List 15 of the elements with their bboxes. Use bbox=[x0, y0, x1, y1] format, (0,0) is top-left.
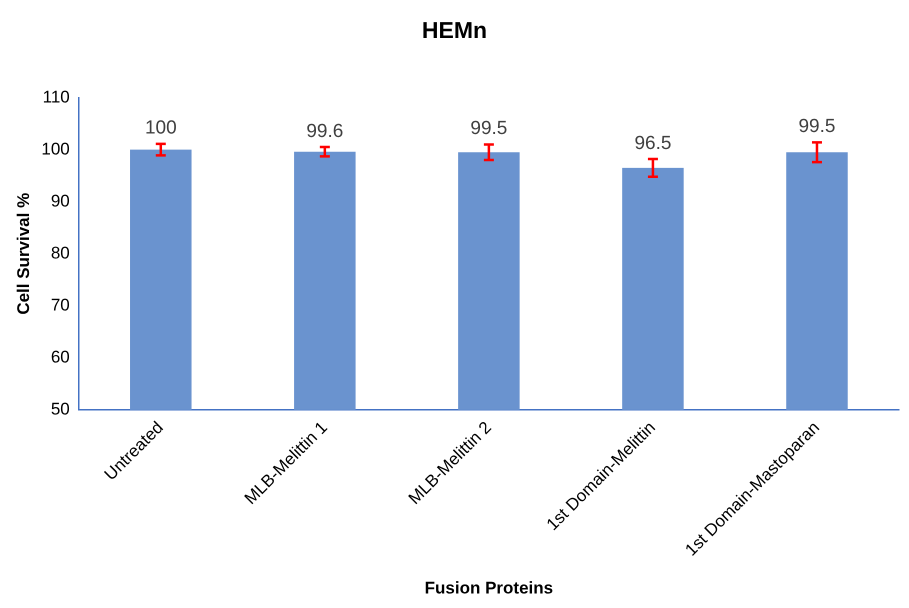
y-tick-label: 100 bbox=[41, 139, 70, 158]
y-tick-label: 110 bbox=[42, 87, 70, 106]
data-label: 96.5 bbox=[634, 132, 672, 154]
y-tick-label: 90 bbox=[50, 191, 70, 210]
y-tick-label: 70 bbox=[50, 295, 70, 314]
x-axis-title: Fusion Proteins bbox=[424, 578, 554, 598]
data-label: 100 bbox=[144, 118, 177, 139]
data-label: 99.5 bbox=[798, 116, 836, 138]
data-label: 99.5 bbox=[470, 118, 508, 140]
data-label: 99.6 bbox=[306, 120, 344, 142]
y-tick-label: 60 bbox=[50, 348, 70, 367]
y-tick-label: 50 bbox=[50, 400, 70, 419]
chart-title: HEMn bbox=[422, 17, 488, 44]
y-tick-label: 80 bbox=[50, 243, 70, 262]
y-axis-title: Cell Survival % bbox=[14, 192, 33, 315]
